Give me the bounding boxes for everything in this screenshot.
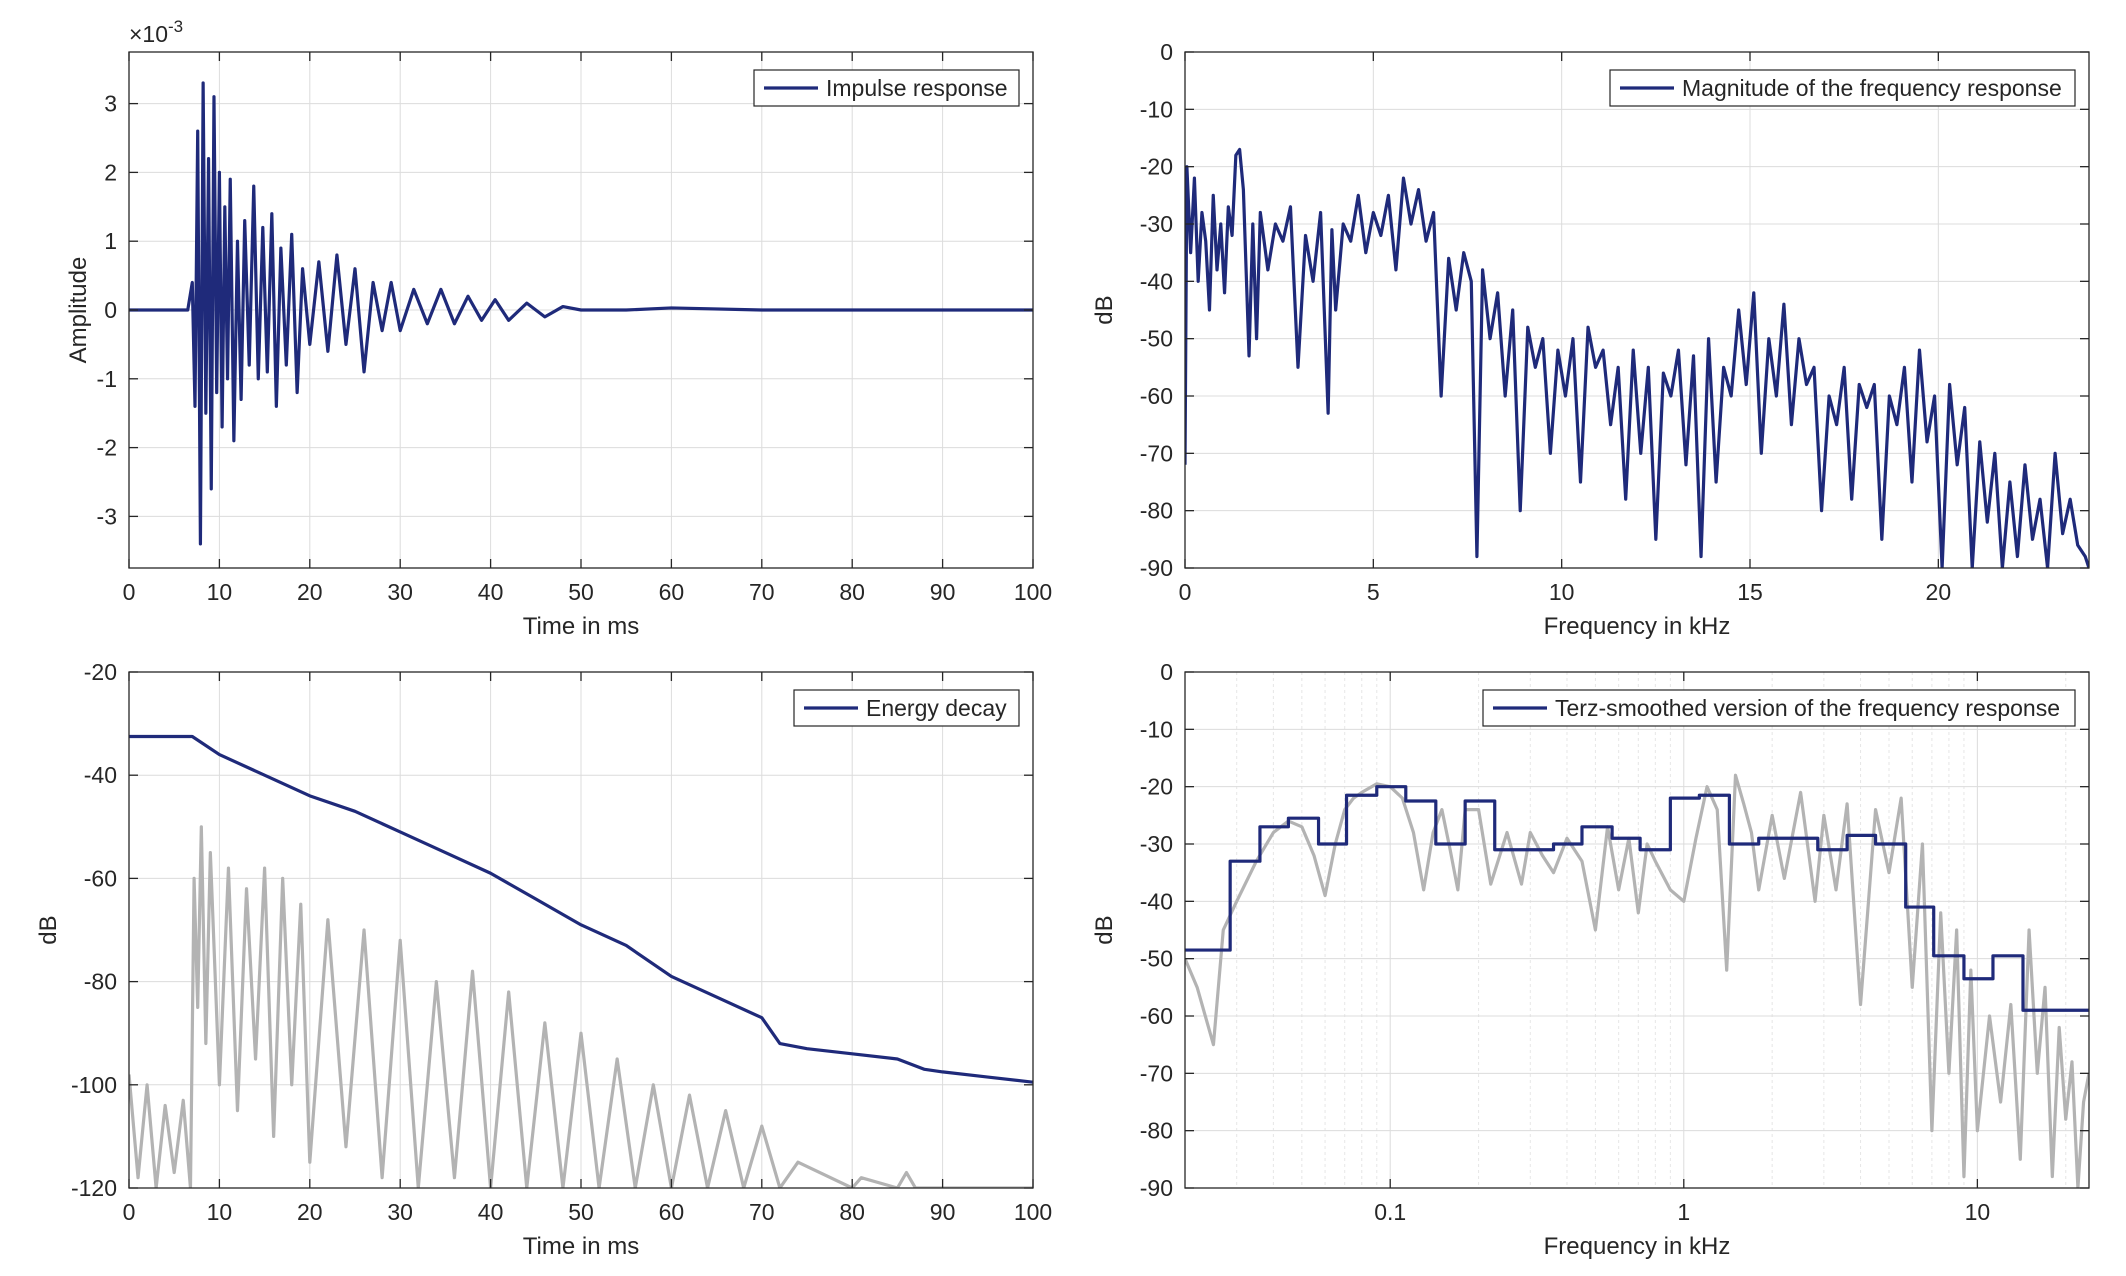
y-tick-label: -50 bbox=[1140, 946, 1173, 972]
x-tick-label: 90 bbox=[930, 1199, 956, 1225]
y-tick-label: -50 bbox=[1140, 326, 1173, 352]
x-axis-label: Time in ms bbox=[523, 1233, 639, 1260]
chart-panel-magnitude: 0 5 10 15 20 0 -10 -20 -30 -40 -50 -60 -70 -80 -90 Freq… bbox=[1091, 39, 2090, 640]
y-tick-label: -3 bbox=[97, 503, 117, 529]
series-line-impulse-response bbox=[129, 81, 1033, 546]
series-line-unsmoothed bbox=[129, 825, 1033, 1188]
y-tick-label: -60 bbox=[1140, 1003, 1173, 1029]
series-line-unsmoothed bbox=[1185, 773, 2089, 1188]
y-tick-label: -60 bbox=[1140, 383, 1173, 409]
x-tick-label: 40 bbox=[478, 1199, 504, 1225]
x-tick-label: 40 bbox=[478, 579, 504, 605]
plot-area bbox=[1185, 672, 2089, 1188]
series-line-energy-decay bbox=[129, 734, 1033, 1084]
y-tick-label: -80 bbox=[1140, 498, 1173, 524]
y-axis-label: dB bbox=[1091, 295, 1118, 324]
legend-entry: Energy decay bbox=[866, 695, 1007, 721]
x-tick-label: 70 bbox=[749, 579, 775, 605]
axes-frame bbox=[1184, 51, 2090, 569]
y-tick-label: -90 bbox=[1140, 1175, 1173, 1201]
x-axis-label: Frequency in kHz bbox=[1544, 1233, 1731, 1260]
x-tick-label: 80 bbox=[839, 1199, 865, 1225]
x-tick-label: 100 bbox=[1014, 579, 1052, 605]
x-tick-label: 30 bbox=[387, 579, 413, 605]
legend: Impulse response bbox=[753, 69, 1020, 107]
y-tick-label: -30 bbox=[1140, 831, 1173, 857]
chart-panel-energy: 0 10 20 30 40 50 60 70 80 90 100 -20 -40 -60 -80 -100 -1… bbox=[35, 659, 1052, 1260]
y-axis-label: Amplitude bbox=[65, 257, 92, 364]
y-tick-label: 1 bbox=[104, 228, 117, 254]
y-tick-label: -20 bbox=[84, 659, 117, 685]
y-tick-label: -20 bbox=[1140, 774, 1173, 800]
x-axis-label: Frequency in kHz bbox=[1544, 613, 1731, 640]
y-tick-label: -2 bbox=[97, 435, 117, 461]
plot-area bbox=[1185, 52, 2089, 568]
x-tick-label: 50 bbox=[568, 579, 594, 605]
legend-box bbox=[1482, 689, 2076, 727]
x-tick-label: 10 bbox=[1549, 579, 1575, 605]
x-tick-label: 100 bbox=[1014, 1199, 1052, 1225]
y-tick-label: -60 bbox=[84, 865, 117, 891]
x-tick-label: 50 bbox=[568, 1199, 594, 1225]
y-tick-label: -80 bbox=[84, 969, 117, 995]
x-tick-label: 90 bbox=[930, 579, 956, 605]
y-tick-label: -70 bbox=[1140, 1060, 1173, 1086]
legend-box bbox=[1609, 69, 2076, 107]
legend-entry: Magnitude of the frequency response bbox=[1682, 75, 2062, 101]
y-tick-label: -80 bbox=[1140, 1118, 1173, 1144]
x-tick-label: 20 bbox=[1926, 579, 1952, 605]
x-tick-label: 10 bbox=[1965, 1199, 1991, 1225]
y-tick-label: 0 bbox=[1160, 659, 1173, 685]
x-tick-label: 20 bbox=[297, 1199, 323, 1225]
y-axis-label: dB bbox=[1091, 915, 1118, 944]
x-tick-label: 10 bbox=[207, 579, 233, 605]
y-tick-label: 3 bbox=[104, 91, 117, 117]
x-tick-label: 10 bbox=[207, 1199, 233, 1225]
y-axis-label: dB bbox=[35, 915, 62, 944]
legend-entry: Terz-smoothed version of the frequency r… bbox=[1555, 695, 2060, 721]
y-tick-label: 2 bbox=[104, 159, 117, 185]
series-line-terz-smoothed-version-of-the-frequency-response bbox=[1185, 785, 2089, 1012]
y-tick-label: -20 bbox=[1140, 154, 1173, 180]
y-tick-label: -120 bbox=[71, 1175, 117, 1201]
y-tick-label: -70 bbox=[1140, 440, 1173, 466]
series-line-magnitude-of-the-frequency-response bbox=[1185, 147, 2089, 568]
exponent-label: ×10-3 bbox=[129, 17, 183, 47]
x-axis-label: Time in ms bbox=[523, 613, 639, 640]
x-tick-label: 15 bbox=[1737, 579, 1763, 605]
legend-entry: Impulse response bbox=[826, 75, 1008, 101]
legend: Terz-smoothed version of the frequency r… bbox=[1482, 689, 2076, 727]
y-tick-label: -1 bbox=[97, 366, 117, 392]
x-tick-label: 60 bbox=[659, 579, 685, 605]
y-tick-label: -90 bbox=[1140, 555, 1173, 581]
x-tick-label: 60 bbox=[659, 1199, 685, 1225]
y-tick-label: -100 bbox=[71, 1072, 117, 1098]
chart-panel-terz: 0.1 1 10 0 -10 -20 -30 -40 -50 -60 -70 -80 -90 Freque… bbox=[1091, 659, 2090, 1260]
y-tick-label: 0 bbox=[104, 297, 117, 323]
y-tick-label: -40 bbox=[84, 762, 117, 788]
x-tick-label: 1 bbox=[1677, 1199, 1690, 1225]
x-tick-label: 5 bbox=[1367, 579, 1380, 605]
legend: Energy decay bbox=[793, 689, 1020, 727]
x-tick-label: 70 bbox=[749, 1199, 775, 1225]
y-tick-label: 0 bbox=[1160, 39, 1173, 65]
x-tick-label: 0.1 bbox=[1374, 1199, 1406, 1225]
axes-frame bbox=[1184, 671, 2090, 1189]
y-tick-label: -30 bbox=[1140, 211, 1173, 237]
y-tick-label: -40 bbox=[1140, 888, 1173, 914]
x-tick-label: 30 bbox=[387, 1199, 413, 1225]
x-tick-label: 80 bbox=[839, 579, 865, 605]
x-tick-label: 0 bbox=[123, 1199, 136, 1225]
x-tick-label: 0 bbox=[1179, 579, 1192, 605]
y-tick-label: -40 bbox=[1140, 268, 1173, 294]
y-tick-label: -10 bbox=[1140, 716, 1173, 742]
y-tick-label: -10 bbox=[1140, 96, 1173, 122]
x-tick-label: 20 bbox=[297, 579, 323, 605]
legend: Magnitude of the frequency response bbox=[1609, 69, 2076, 107]
x-tick-label: 0 bbox=[123, 579, 136, 605]
